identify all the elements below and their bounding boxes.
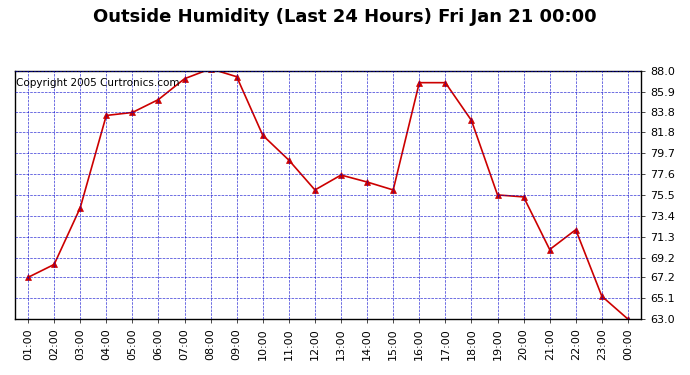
Text: Copyright 2005 Curtronics.com: Copyright 2005 Curtronics.com: [17, 78, 180, 88]
Text: Outside Humidity (Last 24 Hours) Fri Jan 21 00:00: Outside Humidity (Last 24 Hours) Fri Jan…: [93, 8, 597, 26]
